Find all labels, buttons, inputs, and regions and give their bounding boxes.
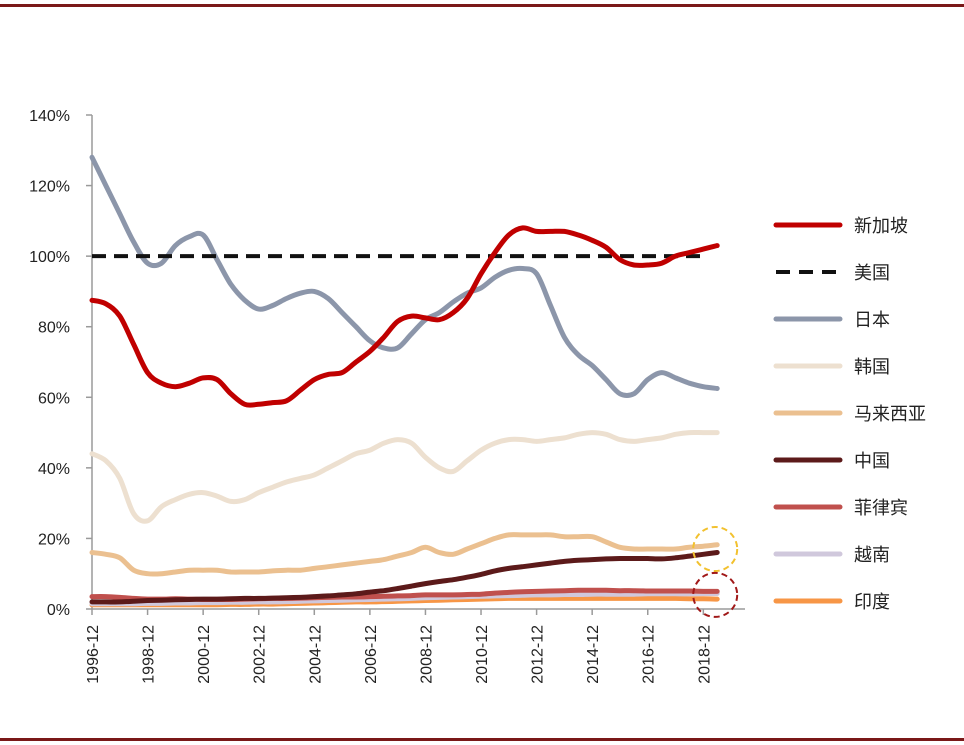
series-line-中国 [89, 550, 720, 605]
y-tick-label: 60% [38, 390, 70, 407]
x-tick-label: 2004-12 [307, 625, 324, 684]
x-tick-label: 2006-12 [363, 625, 380, 684]
series-line-越南 [89, 590, 720, 607]
y-tick-label: 20% [38, 531, 70, 548]
x-axis-ticks: 1996-12 1998-12 2000-12 2002-12 2004-12 2006-… [85, 609, 713, 684]
y-tick-label: 40% [38, 461, 70, 478]
x-tick-label: 2010-12 [474, 625, 491, 684]
series-line-马来西亚 [89, 532, 720, 577]
legend-label-马来西亚: 马来西亚 [854, 404, 926, 425]
legend-label-韩国: 韩国 [854, 357, 890, 378]
x-tick-label: 1998-12 [141, 625, 158, 684]
legend-label-美国: 美国 [854, 263, 890, 284]
x-tick-label: 2014-12 [585, 625, 602, 684]
y-axis-ticks: 0% 20% 40% 60% 80% 100% 120% 140% [29, 108, 92, 619]
annotation-circle-2 [692, 571, 739, 618]
y-tick-label: 140% [29, 108, 70, 125]
x-tick-label: 2016-12 [641, 625, 658, 684]
y-tick-label: 80% [38, 320, 70, 337]
series-lines [89, 154, 720, 608]
legend-label-日本: 日本 [854, 310, 890, 331]
x-tick-label: 2000-12 [196, 625, 213, 684]
legend-label-菲律宾: 菲律宾 [854, 498, 908, 519]
series-line-韩国 [89, 429, 720, 524]
series-line-新加坡 [89, 225, 720, 408]
x-tick-label: 2012-12 [530, 625, 547, 684]
series-line-日本 [89, 154, 720, 399]
x-tick-label: 2002-12 [252, 625, 269, 684]
legend-label-越南: 越南 [854, 545, 890, 566]
legend-label-印度: 印度 [854, 592, 890, 613]
x-tick-label: 1996-12 [85, 625, 102, 684]
y-tick-label: 0% [47, 602, 70, 619]
annotation-circle-1 [692, 526, 739, 573]
bottom-rule [0, 738, 964, 741]
y-tick-label: 120% [29, 179, 70, 196]
y-tick-label: 100% [29, 249, 70, 266]
top-rule [0, 4, 964, 7]
x-tick-label: 2008-12 [418, 625, 435, 684]
x-tick-label: 2018-12 [696, 625, 713, 684]
axes [91, 115, 745, 610]
annotations [692, 526, 739, 618]
legend-label-中国: 中国 [854, 451, 890, 472]
legend-label-新加坡: 新加坡 [854, 216, 908, 237]
